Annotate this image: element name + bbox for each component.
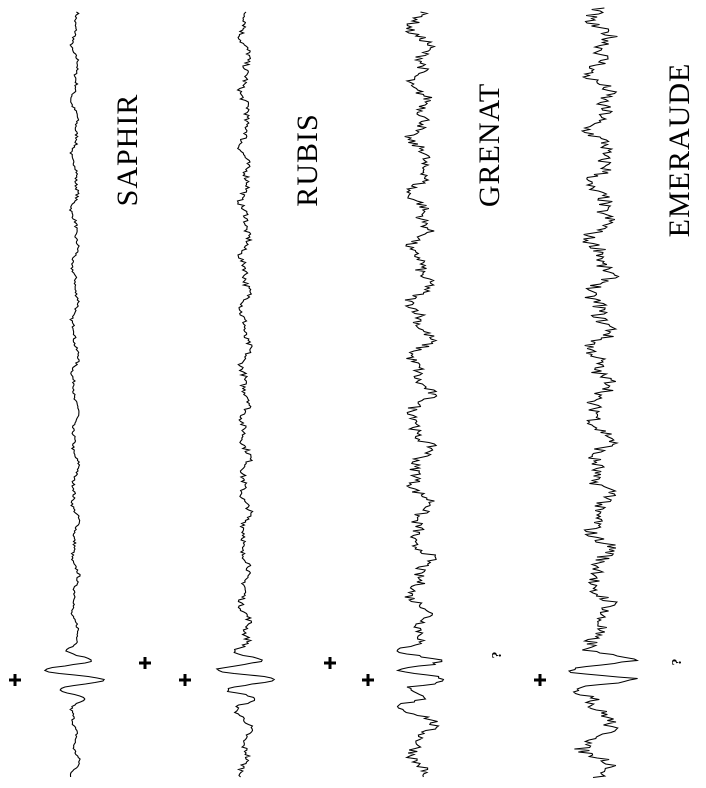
arrival-marker [139, 657, 151, 669]
waveform [43, 11, 106, 778]
waveform [215, 11, 276, 778]
trace-label: GRENAT [473, 83, 506, 207]
waveform [567, 7, 640, 779]
trace-label: EMERAUDE [663, 63, 696, 238]
arrival-marker [179, 674, 191, 686]
waveform [395, 11, 445, 778]
trace-label: RUBIS [291, 113, 324, 206]
trace-note: ? [670, 659, 685, 666]
arrival-marker [362, 674, 374, 686]
arrival-marker [9, 674, 21, 686]
trace-label: SAPHIR [111, 94, 144, 207]
trace-note: ? [490, 652, 505, 659]
arrival-marker [534, 674, 546, 686]
arrival-marker [324, 657, 336, 669]
